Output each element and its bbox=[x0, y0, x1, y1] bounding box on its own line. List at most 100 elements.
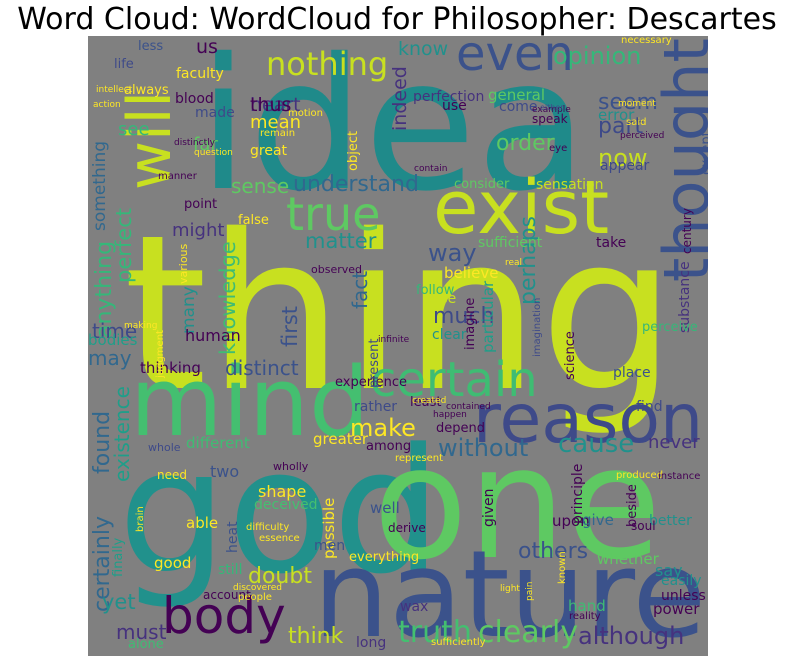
word-mind: mind bbox=[130, 348, 370, 458]
word-represent: represent bbox=[395, 453, 444, 464]
word-created: created bbox=[412, 396, 447, 406]
word-imagine: imagine bbox=[463, 297, 478, 350]
word-produced: produced bbox=[616, 470, 664, 481]
word-give: give bbox=[582, 511, 614, 529]
word-blood: blood bbox=[175, 91, 214, 107]
word-perfect: perfect bbox=[112, 208, 136, 283]
word-sense: sense bbox=[231, 174, 290, 198]
word-case: case bbox=[424, 291, 457, 307]
word-able: able bbox=[186, 514, 219, 532]
word-sufficiently: sufficiently bbox=[431, 637, 486, 648]
word-derive: derive bbox=[388, 521, 426, 535]
word-heart: heart bbox=[250, 94, 301, 116]
word-observed: observed bbox=[311, 263, 362, 276]
word-life: life bbox=[114, 57, 134, 72]
word-real: real bbox=[505, 258, 523, 268]
word-made: made bbox=[195, 105, 235, 121]
word-men: men bbox=[314, 538, 346, 554]
word-experience: experience bbox=[335, 375, 408, 390]
word-wax: wax bbox=[400, 599, 429, 615]
word-particular: particular bbox=[479, 280, 497, 353]
word-great: great bbox=[250, 143, 288, 159]
word-action: action bbox=[93, 100, 121, 110]
word-indeed: indeed bbox=[389, 66, 411, 131]
word-remain: remain bbox=[260, 128, 296, 139]
word-present: present bbox=[367, 338, 382, 388]
word-heat: heat bbox=[225, 521, 241, 553]
word-thing: thing bbox=[123, 188, 677, 439]
word-one: one bbox=[373, 413, 662, 594]
word-us: us bbox=[196, 36, 218, 58]
word-instance: instance bbox=[658, 471, 701, 482]
word-sufficient: sufficient bbox=[478, 235, 543, 251]
word-true: true bbox=[286, 187, 381, 241]
word-rather: rather bbox=[354, 399, 398, 415]
word-reality: reality bbox=[569, 611, 601, 622]
word-opinion: opinion bbox=[553, 42, 642, 70]
word-different: different bbox=[186, 434, 250, 452]
word-account: account bbox=[203, 588, 251, 602]
word-manner: manner bbox=[158, 171, 197, 182]
word-necessary: necessary bbox=[621, 36, 672, 46]
word-certain: certain bbox=[370, 352, 538, 408]
word-appear: appear bbox=[600, 158, 650, 174]
word-object: object bbox=[346, 130, 361, 171]
word-motion: motion bbox=[288, 108, 324, 119]
word-cause: cause bbox=[558, 429, 635, 459]
word-clear: clear bbox=[432, 327, 467, 343]
word-given: given bbox=[481, 488, 497, 527]
word-deceived: deceived bbox=[254, 497, 318, 513]
word-either: either bbox=[540, 103, 564, 112]
word-finally: finally bbox=[111, 537, 126, 577]
word-fact: fact bbox=[348, 270, 372, 309]
word-thus: thus bbox=[250, 94, 292, 116]
word-much: much bbox=[433, 304, 495, 329]
word-except: except bbox=[699, 131, 708, 175]
word-discovered: discovered bbox=[233, 583, 282, 593]
word-believe: believe bbox=[444, 264, 499, 282]
word-sensation: sensation bbox=[536, 177, 604, 193]
word-never: never bbox=[648, 432, 700, 453]
word-point: point bbox=[184, 197, 218, 212]
word-matter: matter bbox=[305, 229, 377, 253]
word-two: two bbox=[210, 462, 240, 481]
word-shape: shape bbox=[258, 482, 307, 501]
word-truth: truth bbox=[398, 615, 472, 650]
word-contain: contain bbox=[414, 164, 448, 174]
word-alone: alone bbox=[128, 637, 164, 652]
word-always: always bbox=[124, 83, 169, 98]
word-far: far bbox=[193, 134, 218, 155]
word-moment: moment bbox=[618, 99, 656, 109]
word-example: example bbox=[532, 105, 571, 115]
word-question: question bbox=[194, 148, 233, 158]
word-science: science bbox=[563, 331, 578, 380]
word-nature: nature bbox=[313, 526, 707, 656]
word-consider: consider bbox=[454, 177, 510, 192]
word-eye: eye bbox=[549, 143, 568, 154]
word-something: something bbox=[90, 140, 110, 231]
word-follow: follow bbox=[416, 283, 455, 298]
word-find: find bbox=[636, 399, 663, 415]
word-know: know bbox=[398, 38, 449, 60]
word-depend: depend bbox=[436, 421, 485, 436]
word-error: error bbox=[598, 106, 635, 124]
word-brain: brain bbox=[135, 506, 146, 532]
word-everything: everything bbox=[349, 550, 420, 565]
word-may: may bbox=[88, 346, 132, 370]
word-come: come bbox=[499, 99, 538, 115]
word-clearly: clearly bbox=[478, 615, 579, 650]
word-distinct: distinct bbox=[225, 356, 299, 380]
word-mean: mean bbox=[250, 112, 302, 133]
word-distinctly: distinctly bbox=[174, 138, 215, 148]
word-least: least bbox=[410, 395, 442, 410]
word-people: people bbox=[238, 592, 272, 603]
word-well: well bbox=[370, 499, 400, 517]
word-take: take bbox=[596, 235, 627, 251]
word-perfection: perfection bbox=[413, 89, 485, 105]
word-first: first bbox=[278, 305, 302, 347]
word-difficulty: difficulty bbox=[246, 522, 290, 533]
word-perceived: perceived bbox=[620, 131, 665, 141]
word-think: think bbox=[288, 624, 344, 649]
word-doubt: doubt bbox=[248, 564, 312, 589]
word-existence: existence bbox=[110, 386, 134, 482]
